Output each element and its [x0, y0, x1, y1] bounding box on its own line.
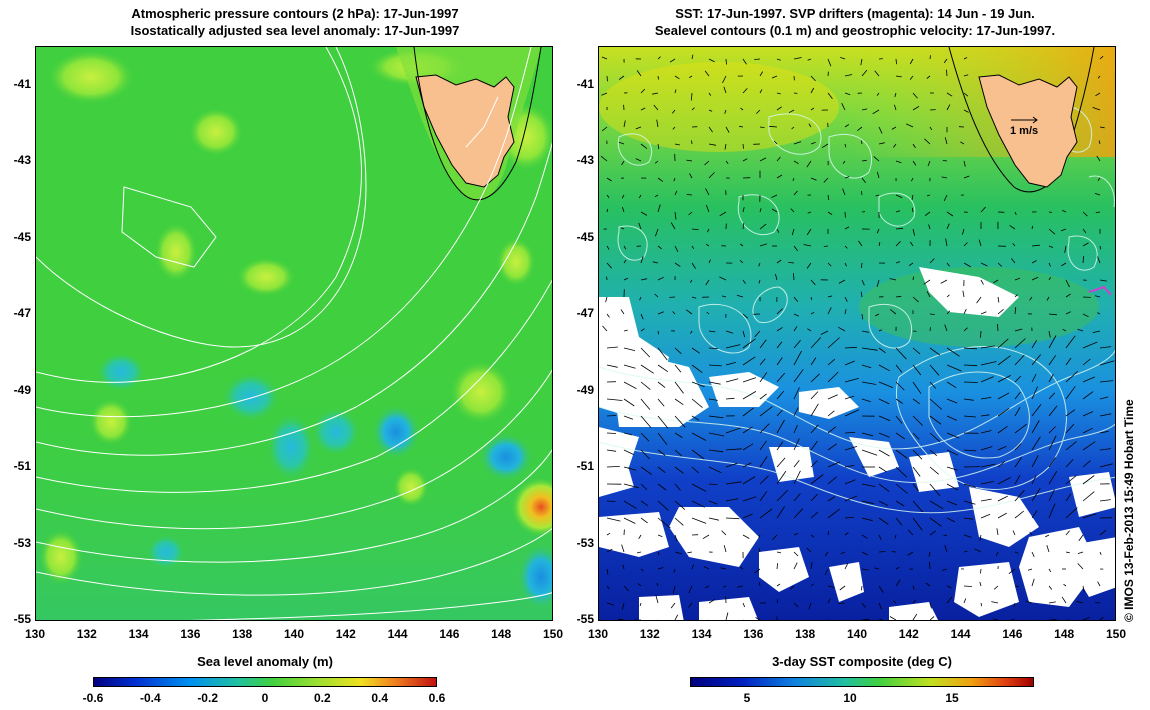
y-tick-right: -47: [576, 306, 594, 321]
imos-credit: © IMOS 13-Feb-2013 15:49 Hobart Time: [1122, 399, 1136, 622]
y-tick-left: -55: [13, 612, 31, 626]
x-tick-right: 142: [898, 627, 919, 641]
x-tick-left: 146: [439, 627, 460, 641]
y-tick-right: -53: [576, 535, 594, 550]
y-tick-right: -55: [576, 612, 594, 626]
left-title-line1: Atmospheric pressure contours (2 hPa): 1…: [131, 6, 459, 21]
x-tick-right: 138: [795, 627, 816, 641]
sst-colorbar-title: 3-day SST composite (deg C): [772, 654, 952, 669]
y-tick-left: -41: [13, 77, 31, 91]
x-tick-right: 148: [1054, 627, 1075, 641]
x-tick-left: 134: [128, 627, 149, 641]
ssa-colorbar-title: Sea level anomaly (m): [197, 654, 333, 669]
y-tick-left: -45: [13, 229, 31, 244]
right-title-line1: SST: 17-Jun-1997. SVP drifters (magenta)…: [675, 6, 1035, 21]
y-tick-right: -43: [576, 153, 594, 168]
tasmania-land: [415, 74, 515, 188]
x-tick-right: 150: [1105, 627, 1127, 641]
ssa-colorbar-tick: -0.4: [139, 691, 161, 705]
x-tick-right: 136: [743, 627, 764, 641]
sea-level-anomaly-map: [35, 46, 553, 621]
x-tick-right: 144: [950, 627, 971, 641]
sst-colorbar: [690, 677, 1034, 687]
ssa-colorbar-tick: 0.4: [371, 691, 388, 705]
x-tick-left: 132: [76, 627, 97, 641]
ssa-colorbar-tick: 0.6: [428, 691, 446, 705]
x-tick-left: 130: [24, 627, 46, 641]
right-title-line2: Sealevel contours (0.1 m) and geostrophi…: [654, 23, 1056, 38]
x-tick-right: 134: [691, 627, 712, 641]
x-tick-left: 138: [232, 627, 253, 641]
x-tick-right: 130: [587, 627, 609, 641]
x-tick-left: 142: [335, 627, 356, 641]
x-tick-left: 140: [283, 627, 305, 641]
ssa-colorbar-tick: -0.6: [82, 691, 104, 705]
ssa-colorbar-tick: 0: [261, 691, 269, 705]
y-tick-right: -41: [576, 77, 594, 91]
y-tick-left: -47: [13, 306, 31, 321]
sst-colorbar-tick: 5: [743, 691, 751, 705]
y-tick-left: -53: [13, 535, 31, 550]
ssa-colorbar: [93, 677, 437, 687]
x-tick-left: 150: [542, 627, 564, 641]
x-tick-left: 136: [180, 627, 201, 641]
sst-map: [598, 46, 1116, 621]
velocity-scale-label: 1 m/s: [1010, 125, 1039, 137]
y-tick-right: -49: [576, 382, 594, 397]
tasmania-land: [978, 74, 1078, 188]
velocity-arrows: [600, 54, 1115, 620]
svp-drifter-track: [1088, 285, 1112, 296]
y-tick-left: -51: [13, 459, 31, 474]
y-tick-left: -43: [13, 153, 31, 168]
x-tick-left: 144: [387, 627, 408, 641]
x-tick-right: 146: [1002, 627, 1023, 641]
y-tick-right: -51: [576, 459, 594, 474]
x-tick-right: 140: [846, 627, 868, 641]
ssa-colorbar-tick: 0.2: [313, 691, 331, 705]
sst-colorbar-tick: 15: [945, 691, 959, 705]
sst-colorbar-tick: 10: [843, 691, 857, 705]
ssa-colorbar-tick: -0.2: [197, 691, 218, 705]
x-tick-left: 148: [491, 627, 512, 641]
x-tick-right: 132: [639, 627, 660, 641]
y-tick-left: -49: [13, 382, 31, 397]
y-tick-right: -45: [576, 229, 594, 244]
left-title-line2: Isostatically adjusted sea level anomaly…: [130, 23, 460, 38]
